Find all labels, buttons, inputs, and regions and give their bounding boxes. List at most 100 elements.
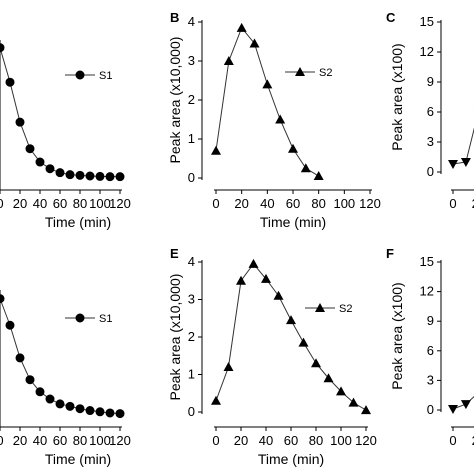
x-tick-label: 60 bbox=[284, 433, 298, 448]
data-point bbox=[5, 77, 15, 87]
data-point bbox=[288, 143, 298, 153]
data-point bbox=[236, 22, 247, 32]
data-point bbox=[249, 38, 260, 48]
y-tick-label: 0 bbox=[188, 404, 195, 419]
legend-label: S1 bbox=[99, 70, 112, 82]
data-point bbox=[85, 406, 95, 416]
x-axis-title: Time (min) bbox=[260, 214, 326, 230]
data-point bbox=[85, 171, 95, 181]
y-tick-label: 9 bbox=[427, 313, 434, 328]
x-tick-label: 0 bbox=[449, 196, 456, 211]
y-tick-label: 12 bbox=[420, 44, 434, 59]
data-point bbox=[105, 408, 115, 418]
data-point bbox=[65, 170, 75, 180]
legend-label: S1 bbox=[99, 313, 112, 325]
x-tick-label: 80 bbox=[73, 433, 87, 448]
y-axis-title: Peak area (x10,000) bbox=[167, 37, 183, 164]
legend-entry: S1 bbox=[65, 313, 112, 325]
x-tick-label: 60 bbox=[53, 433, 67, 448]
data-point bbox=[45, 394, 55, 404]
chart-panel-2: 0 20 40 60 80 100 120 0 1 2 3 4 Time (min) Peak area … bbox=[167, 10, 381, 230]
y-tick-label: 2 bbox=[188, 329, 195, 344]
data-point bbox=[336, 386, 346, 396]
data-point bbox=[95, 171, 105, 181]
data-point bbox=[15, 117, 25, 127]
x-tick-label: 40 bbox=[259, 433, 273, 448]
y-axis-title: Peak area (x100) bbox=[389, 282, 405, 389]
data-point bbox=[261, 273, 271, 283]
x-tick-label: 0 bbox=[0, 196, 4, 211]
y-tick-label: 3 bbox=[427, 134, 434, 149]
data-point bbox=[361, 405, 371, 415]
x-tick-label: 20 bbox=[13, 433, 27, 448]
data-point bbox=[223, 56, 234, 65]
data-point bbox=[223, 362, 234, 371]
data-point bbox=[35, 157, 45, 167]
x-tick-label: 100 bbox=[89, 433, 111, 448]
y-tick-label: 0 bbox=[427, 164, 434, 179]
x-tick-label: 100 bbox=[333, 196, 355, 211]
y-tick-label: 0 bbox=[188, 170, 195, 185]
x-tick-label: 80 bbox=[73, 196, 87, 211]
y-tick-label: 1 bbox=[188, 131, 195, 146]
x-tick-label: 0 bbox=[212, 433, 219, 448]
x-tick-label: 120 bbox=[109, 433, 131, 448]
data-point bbox=[448, 405, 458, 415]
data-point bbox=[460, 400, 471, 410]
data-point bbox=[248, 258, 259, 268]
data-point bbox=[55, 399, 65, 409]
x-tick-label: 80 bbox=[309, 433, 323, 448]
data-point bbox=[211, 395, 221, 405]
data-point bbox=[0, 294, 5, 304]
x-tick-label: 120 bbox=[355, 433, 377, 448]
legend-entry: S1 bbox=[65, 70, 112, 82]
panel-letter: B bbox=[170, 10, 179, 25]
data-point bbox=[95, 407, 105, 417]
y-tick-label: 4 bbox=[188, 14, 195, 29]
panel-letter: C bbox=[386, 10, 396, 25]
data-point bbox=[115, 409, 125, 419]
y-tick-label: 0 bbox=[427, 402, 434, 417]
data-point bbox=[448, 160, 458, 169]
x-tick-label: 80 bbox=[311, 196, 325, 211]
x-tick-label: 0 bbox=[0, 433, 4, 448]
series-line bbox=[215, 263, 367, 411]
y-tick-label: 1 bbox=[188, 367, 195, 382]
data-point bbox=[45, 164, 55, 174]
data-point bbox=[286, 315, 296, 325]
data-point bbox=[300, 163, 311, 173]
x-tick-label: 40 bbox=[260, 196, 274, 211]
x-tick-label: 20 bbox=[472, 196, 474, 211]
y-tick-label: 12 bbox=[420, 284, 434, 299]
data-point bbox=[323, 373, 334, 383]
data-point bbox=[105, 172, 115, 182]
x-tick-label: 40 bbox=[33, 433, 47, 448]
data-point bbox=[273, 290, 284, 300]
x-tick-label: 20 bbox=[13, 196, 27, 211]
x-tick-label: 60 bbox=[53, 196, 67, 211]
legend-entry: S2 bbox=[285, 67, 332, 79]
chart-panel-3: 0 20 0 3 6 9 12 15 Peak area (x100) C bbox=[386, 10, 474, 211]
data-point bbox=[313, 171, 324, 181]
legend-marker bbox=[75, 313, 85, 323]
data-point bbox=[25, 375, 35, 385]
panel-letter: F bbox=[386, 246, 394, 261]
x-tick-label: 120 bbox=[359, 196, 381, 211]
legend-label: S2 bbox=[339, 303, 352, 315]
data-point bbox=[115, 172, 125, 182]
x-tick-label: 100 bbox=[330, 433, 352, 448]
y-tick-label: 2 bbox=[188, 92, 195, 107]
data-point bbox=[262, 79, 273, 89]
x-axis-title: Time (min) bbox=[258, 451, 324, 467]
data-point bbox=[211, 145, 221, 155]
series-line bbox=[452, 127, 474, 165]
data-point bbox=[311, 358, 321, 368]
y-tick-label: 4 bbox=[188, 254, 195, 269]
data-point bbox=[460, 158, 471, 167]
data-point bbox=[298, 337, 309, 347]
y-tick-label: 3 bbox=[188, 292, 195, 307]
data-point bbox=[75, 404, 85, 414]
series-line bbox=[215, 26, 319, 177]
